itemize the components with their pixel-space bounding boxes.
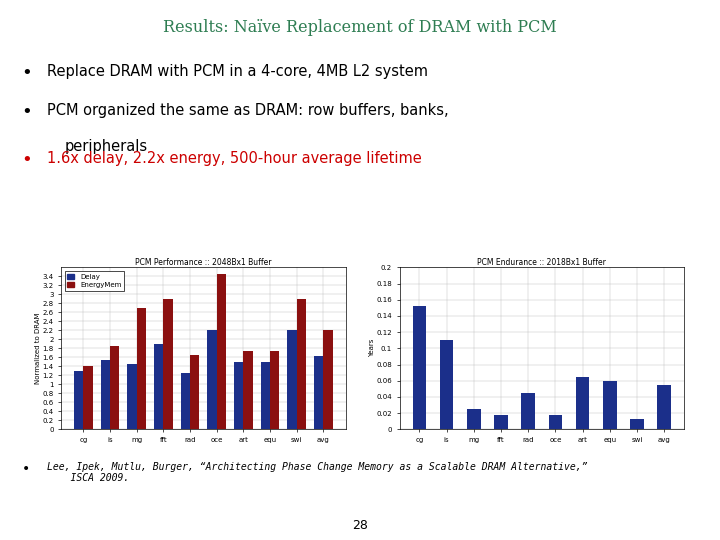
Text: Lee, Ipek, Mutlu, Burger, “Architecting Phase Change Memory as a Scalable DRAM A: Lee, Ipek, Mutlu, Burger, “Architecting … (47, 462, 588, 483)
Text: •: • (22, 151, 32, 169)
Text: PCM organized the same as DRAM: row buffers, banks,: PCM organized the same as DRAM: row buff… (47, 103, 449, 118)
Bar (413, 306, 426, 429)
Bar (261, 362, 270, 429)
Bar (181, 373, 190, 429)
Bar (440, 340, 454, 429)
Bar (576, 377, 590, 429)
Bar (630, 419, 644, 429)
Bar (207, 330, 217, 429)
Bar (270, 350, 279, 429)
Text: •: • (22, 462, 30, 476)
Y-axis label: Normalized to DRAM: Normalized to DRAM (35, 313, 41, 384)
Text: 1.6x delay, 2.2x energy, 500-hour average lifetime: 1.6x delay, 2.2x energy, 500-hour averag… (47, 151, 421, 166)
Text: •: • (22, 103, 32, 120)
Bar (314, 356, 323, 429)
Text: peripherals: peripherals (65, 139, 148, 154)
Bar (163, 299, 173, 429)
Bar (323, 330, 333, 429)
Bar (287, 330, 297, 429)
Bar (297, 299, 306, 429)
Bar (603, 381, 616, 429)
Bar (74, 371, 84, 429)
Title: PCM Endurance :: 2018Bx1 Buffer: PCM Endurance :: 2018Bx1 Buffer (477, 258, 606, 267)
Bar (549, 415, 562, 429)
Y-axis label: Years: Years (369, 339, 375, 357)
Text: Results: Naïve Replacement of DRAM with PCM: Results: Naïve Replacement of DRAM with … (163, 19, 557, 36)
Bar (137, 308, 146, 429)
Bar (494, 415, 508, 429)
Bar (190, 355, 199, 429)
Bar (154, 344, 163, 429)
Bar (217, 274, 226, 429)
Bar (521, 393, 535, 429)
Bar (243, 350, 253, 429)
Title: PCM Performance :: 2048Bx1 Buffer: PCM Performance :: 2048Bx1 Buffer (135, 258, 271, 267)
Legend: Delay, EnergyMem: Delay, EnergyMem (65, 271, 124, 291)
Bar (234, 362, 243, 429)
Bar (127, 364, 137, 429)
Bar (84, 366, 93, 429)
Bar (110, 346, 120, 429)
Bar (467, 409, 480, 429)
Bar (657, 384, 671, 429)
Text: •: • (22, 64, 32, 82)
Text: 28: 28 (352, 519, 368, 532)
Bar (101, 360, 110, 429)
Text: Replace DRAM with PCM in a 4-core, 4MB L2 system: Replace DRAM with PCM in a 4-core, 4MB L… (47, 64, 428, 79)
